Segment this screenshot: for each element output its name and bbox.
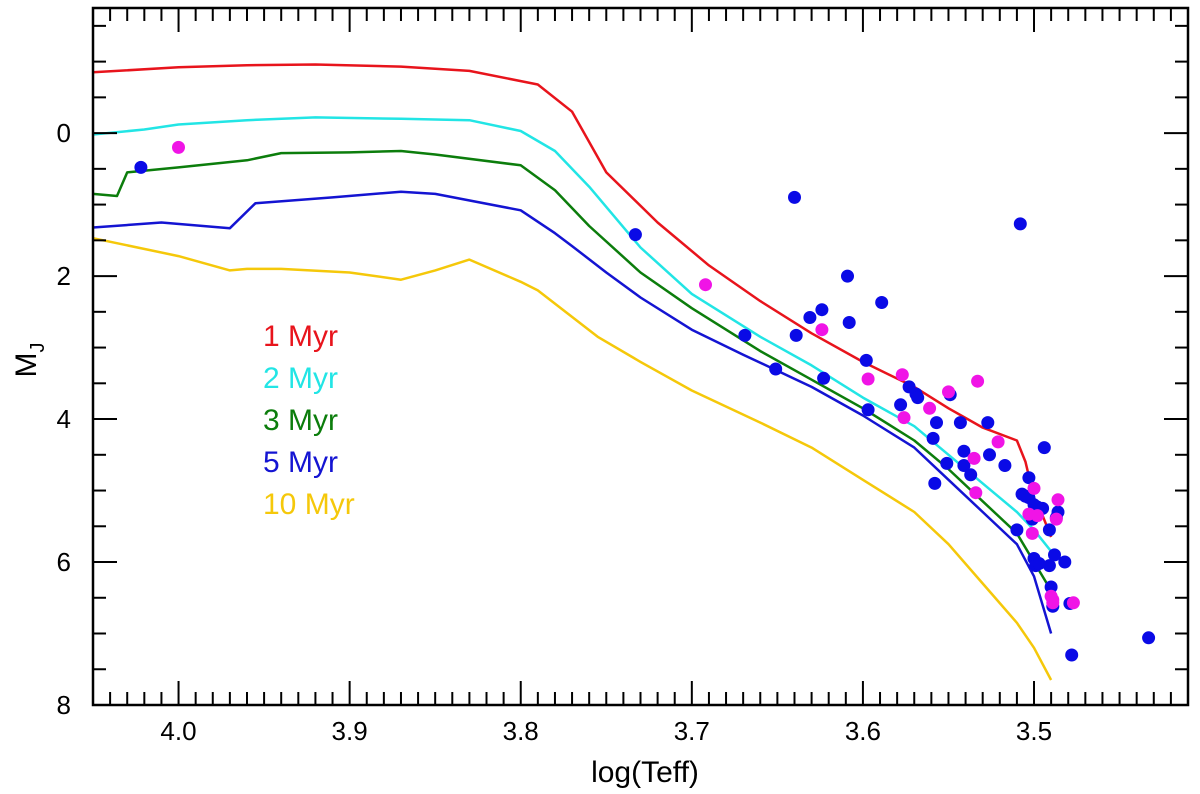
blue-data-point [628, 228, 642, 242]
blue-data-point [875, 296, 889, 309]
blue-data-point [841, 269, 854, 283]
blue-data-point [1044, 580, 1058, 594]
blue-data-point [1042, 523, 1056, 537]
magenta-data-point [942, 385, 955, 399]
legend-entry: 10 Myr [263, 488, 355, 521]
legend-entry: 3 Myr [263, 404, 338, 437]
isochrone-5-myr [92, 190, 1053, 634]
x-axis-title: log(Teff) [591, 756, 699, 789]
legend-entry: 5 Myr [263, 446, 338, 479]
y-axis-title: MJ [10, 343, 49, 378]
x-tick-label: 4.0 [160, 716, 196, 746]
magenta-data-point [861, 372, 875, 386]
blue-data-point [1058, 555, 1072, 569]
legend-entry: 2 Myr [263, 362, 338, 395]
y-tick-label: 8 [57, 690, 71, 720]
blue-data-point [928, 476, 942, 490]
data-points [134, 140, 1156, 662]
blue-data-point [788, 190, 801, 204]
blue-data-point [769, 362, 783, 376]
y-tick-labels: 0 2 4 6 8 [57, 118, 71, 720]
magenta-data-point [1030, 509, 1044, 523]
axis-ticks [92, 8, 1189, 706]
legend-entry: 1 Myr [263, 320, 338, 353]
y-tick-label: 6 [57, 547, 71, 577]
blue-data-point [803, 311, 817, 324]
blue-data-point [964, 468, 978, 482]
magenta-data-point [1046, 596, 1060, 610]
magenta-data-point [923, 401, 937, 415]
blue-data-point [1032, 557, 1046, 570]
x-tick-label: 3.7 [674, 716, 710, 746]
blue-data-point [789, 328, 803, 342]
magenta-data-point [1066, 596, 1080, 610]
blue-data-point [1048, 548, 1061, 562]
legend: 1 Myr 2 Myr 3 Myr 5 Myr 10 Myr [263, 320, 355, 521]
x-tick-label: 3.8 [503, 716, 539, 746]
blue-data-point [953, 416, 967, 430]
blue-data-point [957, 444, 971, 458]
y-tick-label: 0 [57, 118, 71, 148]
blue-data-point [940, 456, 954, 470]
magenta-data-point [1027, 481, 1041, 495]
x-tick-label: 3.5 [1016, 716, 1052, 746]
magenta-data-point [1051, 493, 1065, 507]
magenta-data-point [971, 374, 985, 388]
isochrone-curves [92, 63, 1053, 681]
blue-data-point [983, 448, 996, 462]
blue-data-point [1065, 648, 1079, 662]
isochrone-2-myr [92, 116, 1053, 553]
x-tick-label: 3.6 [845, 716, 881, 746]
plot-frame [91, 6, 1190, 707]
magenta-data-point [1025, 526, 1039, 540]
blue-data-point [738, 328, 752, 342]
blue-data-point [981, 416, 995, 430]
y-axis-title-subscript: J [27, 343, 49, 353]
isochrone-10-myr [92, 236, 1053, 681]
blue-data-point [911, 391, 925, 405]
magenta-data-point [815, 323, 829, 337]
isochrone-3-myr [92, 149, 1053, 592]
blue-data-point [930, 416, 943, 430]
blue-data-point [894, 398, 908, 412]
x-tick-labels: 4.0 3.9 3.8 3.7 3.6 3.5 [160, 716, 1052, 746]
blue-data-point [998, 459, 1012, 472]
blue-data-point [842, 316, 856, 329]
blue-data-point [1042, 559, 1056, 573]
y-axis-title-main: M [10, 353, 43, 378]
magenta-data-point [969, 486, 983, 500]
magenta-data-point [1049, 512, 1063, 526]
y-tick-label: 2 [57, 261, 71, 291]
blue-data-point [1142, 631, 1156, 645]
x-tick-label: 3.9 [332, 716, 368, 746]
magenta-data-point [699, 278, 712, 292]
blue-data-point [1037, 441, 1051, 455]
blue-data-point [859, 353, 873, 367]
magenta-data-point [895, 368, 909, 382]
blue-data-point [134, 160, 148, 174]
blue-data-point [926, 431, 940, 445]
blue-data-point [1010, 523, 1024, 537]
isochrone-1-myr [92, 63, 1053, 538]
blue-data-point [817, 371, 831, 385]
blue-data-point [815, 303, 829, 317]
magenta-data-point [991, 435, 1005, 449]
magenta-data-point [172, 140, 185, 154]
blue-data-point [861, 403, 875, 417]
blue-data-point [1022, 471, 1036, 485]
magenta-data-point [897, 411, 911, 425]
blue-data-point [957, 459, 971, 472]
blue-data-point [1013, 217, 1027, 231]
magenta-data-point [967, 451, 981, 465]
y-tick-label: 4 [57, 404, 71, 434]
